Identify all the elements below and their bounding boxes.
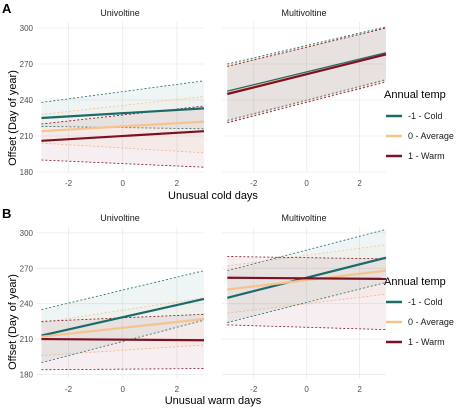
ci-upper-line [41, 96, 205, 115]
ci-lower-line [41, 319, 205, 364]
x-tick-label: 2 [357, 179, 362, 188]
series-line [41, 297, 205, 337]
panel-b-tag: B [2, 206, 11, 221]
legend-label: -1 - Cold [408, 111, 443, 121]
ci-lower-line [227, 79, 387, 121]
series-line [227, 269, 387, 291]
legend-label: 1 - Warm [408, 151, 445, 161]
panel-a-tag: A [2, 1, 12, 16]
ci-lower-line [41, 368, 205, 371]
panel-a-xlabel: Unusual cold days [168, 190, 258, 202]
legend-a: Annual temp -1 - Cold 0 - Average 1 - Warm [384, 89, 454, 161]
ci-upper-line [227, 27, 387, 67]
ci-band [227, 229, 386, 323]
ci-lower-line [227, 81, 387, 124]
ci-band [41, 314, 204, 370]
legend-label: 1 - Warm [408, 337, 445, 347]
ci-upper-line [41, 80, 205, 103]
series-line [41, 107, 205, 120]
ci-lower-line [227, 324, 387, 331]
legend-b: Annual temp -1 - Cold 0 - Average 1 - Warm [384, 276, 454, 347]
series-line [41, 120, 205, 133]
series-line [41, 337, 205, 342]
ci-lower-line [41, 126, 205, 130]
legend-b-title: Annual temp [384, 276, 446, 288]
x-tick-label: 0 [120, 385, 125, 394]
legend-a-title: Annual temp [384, 89, 446, 101]
ci-upper-line [227, 256, 387, 260]
y-tick-label: 300 [20, 229, 34, 238]
ci-band [227, 256, 386, 330]
x-tick-label: -2 [65, 179, 73, 188]
ci-lower-line [41, 159, 205, 168]
x-tick-label: -2 [250, 385, 258, 394]
facet-title: Multivoltine [281, 8, 326, 18]
facet-title: Multivoltine [281, 213, 326, 223]
y-tick-label: 270 [20, 264, 34, 273]
series-line [227, 276, 387, 281]
x-tick-label: -2 [250, 179, 258, 188]
x-tick-label: 2 [175, 179, 180, 188]
facet-univoltine: Univoltine -2 0 2 [36, 213, 205, 394]
ci-band [41, 297, 204, 356]
x-tick-label: -2 [65, 385, 73, 394]
panel-a-plots: Univoltine -2 0 2 Multivoltine -2 0 2 180 210 240 2… [20, 8, 387, 188]
legend-label: -1 - Cold [408, 297, 443, 307]
ci-upper-line [227, 228, 387, 272]
ci-lower-line [41, 142, 205, 154]
panel-b-xlabel: Unusual warm days [165, 395, 262, 407]
ci-upper-line [227, 244, 387, 267]
series-line [41, 317, 205, 338]
facet-title: Univoltine [100, 8, 140, 18]
legend-label: 0 - Average [408, 317, 454, 327]
series-line [227, 52, 387, 93]
ci-upper-line [227, 26, 387, 65]
ci-band [41, 80, 204, 129]
y-tick-label: 210 [20, 335, 34, 344]
ci-band [227, 28, 386, 123]
panel-b-plots: Univoltine -2 0 2 Multivoltine -2 0 2 180 210 240 2… [20, 213, 387, 394]
facet-multivoltine: Multivoltine -2 0 2 [222, 8, 387, 188]
ci-lower-line [227, 80, 387, 122]
ci-lower-line [227, 293, 387, 314]
facet-univoltine: Univoltine -2 0 2 [36, 8, 205, 188]
ci-upper-line [41, 297, 205, 323]
y-tick-label: 180 [20, 168, 34, 177]
series-line [227, 53, 387, 96]
panel-a-ylabel: Offset (Day of year) [7, 70, 19, 166]
y-tick-label: 210 [20, 132, 34, 141]
legend-label: 0 - Average [408, 131, 454, 141]
x-tick-label: 2 [357, 385, 362, 394]
x-tick-label: 2 [175, 385, 180, 394]
facet-multivoltine: Multivoltine -2 0 2 [222, 213, 387, 394]
facet-title: Univoltine [100, 213, 140, 223]
x-tick-label: 0 [120, 179, 125, 188]
panel-b-ylabel: Offset (Day of year) [7, 274, 19, 370]
y-tick-label: 300 [20, 24, 34, 33]
x-tick-label: 0 [304, 179, 309, 188]
y-tick-label: 270 [20, 60, 34, 69]
y-tick-label: 240 [20, 300, 34, 309]
y-tick-label: 240 [20, 96, 34, 105]
ci-upper-line [227, 27, 387, 66]
y-tick-label: 180 [20, 370, 34, 379]
ci-lower-line [227, 282, 387, 323]
ci-lower-line [41, 344, 205, 356]
series-line [41, 130, 205, 142]
x-tick-label: 0 [304, 385, 309, 394]
